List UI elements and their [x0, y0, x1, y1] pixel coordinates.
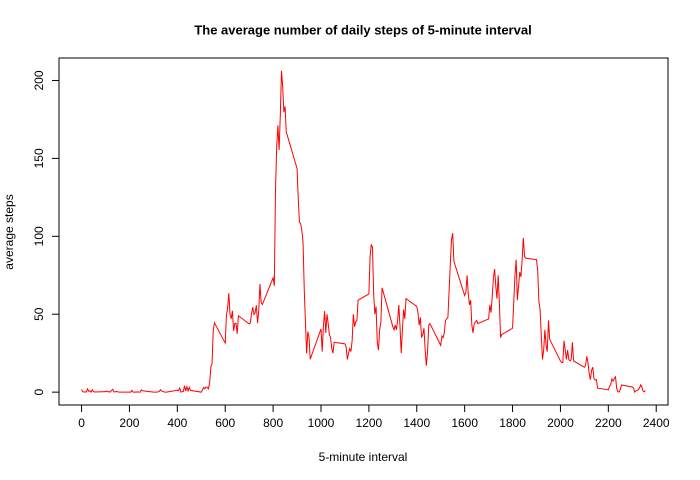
x-tick-label: 1400	[403, 416, 430, 430]
y-tick-label: 150	[32, 148, 46, 168]
x-axis-label: 5-minute interval	[319, 450, 408, 464]
x-tick-label: 0	[78, 416, 85, 430]
y-axis-label: average steps	[2, 194, 16, 269]
data-line	[81, 70, 646, 394]
x-tick-label: 1800	[499, 416, 526, 430]
y-tick-label: 0	[32, 388, 46, 395]
x-tick-label: 400	[167, 416, 187, 430]
y-tick-label: 100	[32, 226, 46, 246]
x-tick-label: 1200	[356, 416, 383, 430]
x-tick-label: 200	[119, 416, 139, 430]
y-tick-label: 200	[32, 70, 46, 90]
x-tick-label: 600	[215, 416, 235, 430]
x-tick-label: 800	[263, 416, 283, 430]
y-tick-label: 50	[32, 307, 46, 321]
x-tick-label: 2200	[595, 416, 622, 430]
x-tick-label: 2400	[643, 416, 670, 430]
x-tick-label: 1000	[308, 416, 335, 430]
x-tick-label: 1600	[451, 416, 478, 430]
chart-title: The average number of daily steps of 5-m…	[194, 22, 531, 37]
x-tick-label: 2000	[547, 416, 574, 430]
